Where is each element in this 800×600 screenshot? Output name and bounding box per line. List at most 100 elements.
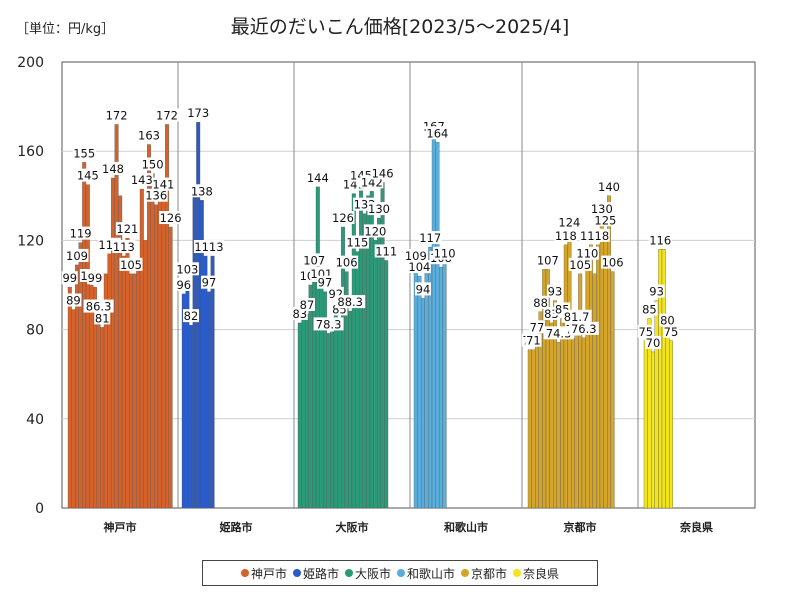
bar (181, 293, 186, 509)
unit-label: ［単位：円/kg］ (16, 22, 115, 37)
data-label-bg (101, 161, 125, 175)
bar (67, 287, 72, 509)
legend-swatch (397, 569, 405, 577)
legend-item: 姫路市 (292, 565, 339, 582)
data-label-bg (418, 231, 442, 245)
bar (567, 231, 572, 509)
data-label: 118 (587, 229, 609, 243)
x-tick-label: 姫路市 (220, 520, 253, 534)
data-label: 141 (152, 178, 174, 192)
data-label-bg (645, 335, 661, 349)
data-label-bg (94, 311, 111, 325)
data-label: 85 (642, 302, 657, 316)
data-label: 138 (191, 184, 213, 198)
data-label: 105 (569, 258, 591, 272)
bar (424, 271, 429, 509)
data-label-bg (433, 246, 457, 260)
data-label: 172 (156, 108, 178, 122)
data-label: 113 (113, 240, 135, 254)
y-tick-label: 40 (26, 412, 44, 428)
data-label: 113 (202, 240, 224, 254)
x-tick-label: 大阪市 (336, 520, 369, 534)
data-label-bg (76, 168, 100, 182)
bar (326, 333, 331, 509)
x-tick-label: 京都市 (564, 520, 597, 534)
data-label: 93 (548, 285, 563, 299)
data-label-bg (529, 320, 545, 334)
legend-item: 神戸市 (240, 565, 287, 582)
series-4: 71717788107839374.3851181247681.710576.3… (521, 179, 625, 509)
bar (333, 302, 338, 509)
data-label: 107 (537, 253, 559, 267)
data-label-bg (105, 108, 129, 122)
bar (129, 273, 133, 509)
data-label: 86.3 (86, 300, 112, 314)
data-label-bg (641, 302, 658, 316)
data-label-bg (112, 240, 136, 254)
data-label: 70 (646, 336, 661, 350)
data-label: 143 (131, 173, 153, 187)
data-label: 82 (184, 309, 199, 323)
data-label: 126 (160, 211, 182, 225)
data-label: 75 (664, 325, 679, 339)
data-label-bg (331, 211, 355, 225)
data-label: 164 (426, 126, 448, 140)
data-label-bg (561, 309, 592, 323)
bar (413, 264, 418, 509)
data-label: 109 (405, 249, 427, 263)
data-label: 75 (638, 325, 653, 339)
bar (421, 298, 425, 509)
data-label-bg (536, 253, 560, 267)
data-label-bg (183, 309, 199, 323)
data-label-bg (404, 248, 428, 262)
data-label-bg (115, 222, 139, 236)
data-label-bg (415, 282, 431, 296)
data-label: 107 (303, 253, 325, 267)
data-label-bg (130, 173, 154, 187)
data-label: 78.3 (316, 317, 342, 331)
data-label-bg (159, 211, 183, 225)
series-0: 99891091191551451009986.3811141481721131… (61, 108, 183, 509)
data-label: 81 (95, 311, 110, 325)
chart-title: 最近のだいこん価格[2023/5～2025/4] (230, 16, 570, 38)
bar (654, 300, 659, 509)
bar (442, 262, 447, 509)
data-label: 77 (530, 320, 545, 334)
bar (435, 142, 440, 509)
data-label-bg (201, 275, 217, 289)
data-label: 115 (346, 236, 368, 250)
data-label-bg (190, 184, 214, 198)
data-label-bg (175, 262, 199, 276)
data-label-bg (141, 157, 165, 171)
data-label-bg (590, 202, 614, 216)
data-label-bg (554, 228, 578, 242)
legend-swatch (513, 569, 522, 577)
bar (139, 188, 144, 509)
legend-label: 大阪市 (354, 566, 391, 581)
data-label: 89 (66, 294, 81, 308)
legend-label: 京都市 (471, 566, 508, 581)
data-label-bg (69, 226, 93, 240)
data-label: 76.3 (571, 322, 597, 336)
y-tick-label: 80 (26, 323, 44, 339)
bar (150, 173, 155, 509)
data-label-bg (593, 213, 617, 227)
data-label: 136 (145, 189, 167, 203)
data-label-bg (119, 257, 143, 271)
data-label-bg (586, 228, 610, 242)
bar (96, 315, 101, 509)
data-label-bg (374, 244, 398, 258)
data-label: 88 (533, 296, 548, 310)
data-label: 110 (434, 247, 456, 261)
data-label-bg (87, 271, 103, 285)
bar (373, 240, 378, 509)
data-label-bg (568, 257, 592, 271)
y-tick-label: 200 (17, 55, 44, 71)
bar (132, 273, 137, 509)
data-label: 148 (102, 162, 124, 176)
data-label: 130 (591, 202, 613, 216)
data-label-bg (367, 202, 391, 216)
data-label: 150 (142, 158, 164, 172)
data-label: 97 (202, 276, 217, 290)
